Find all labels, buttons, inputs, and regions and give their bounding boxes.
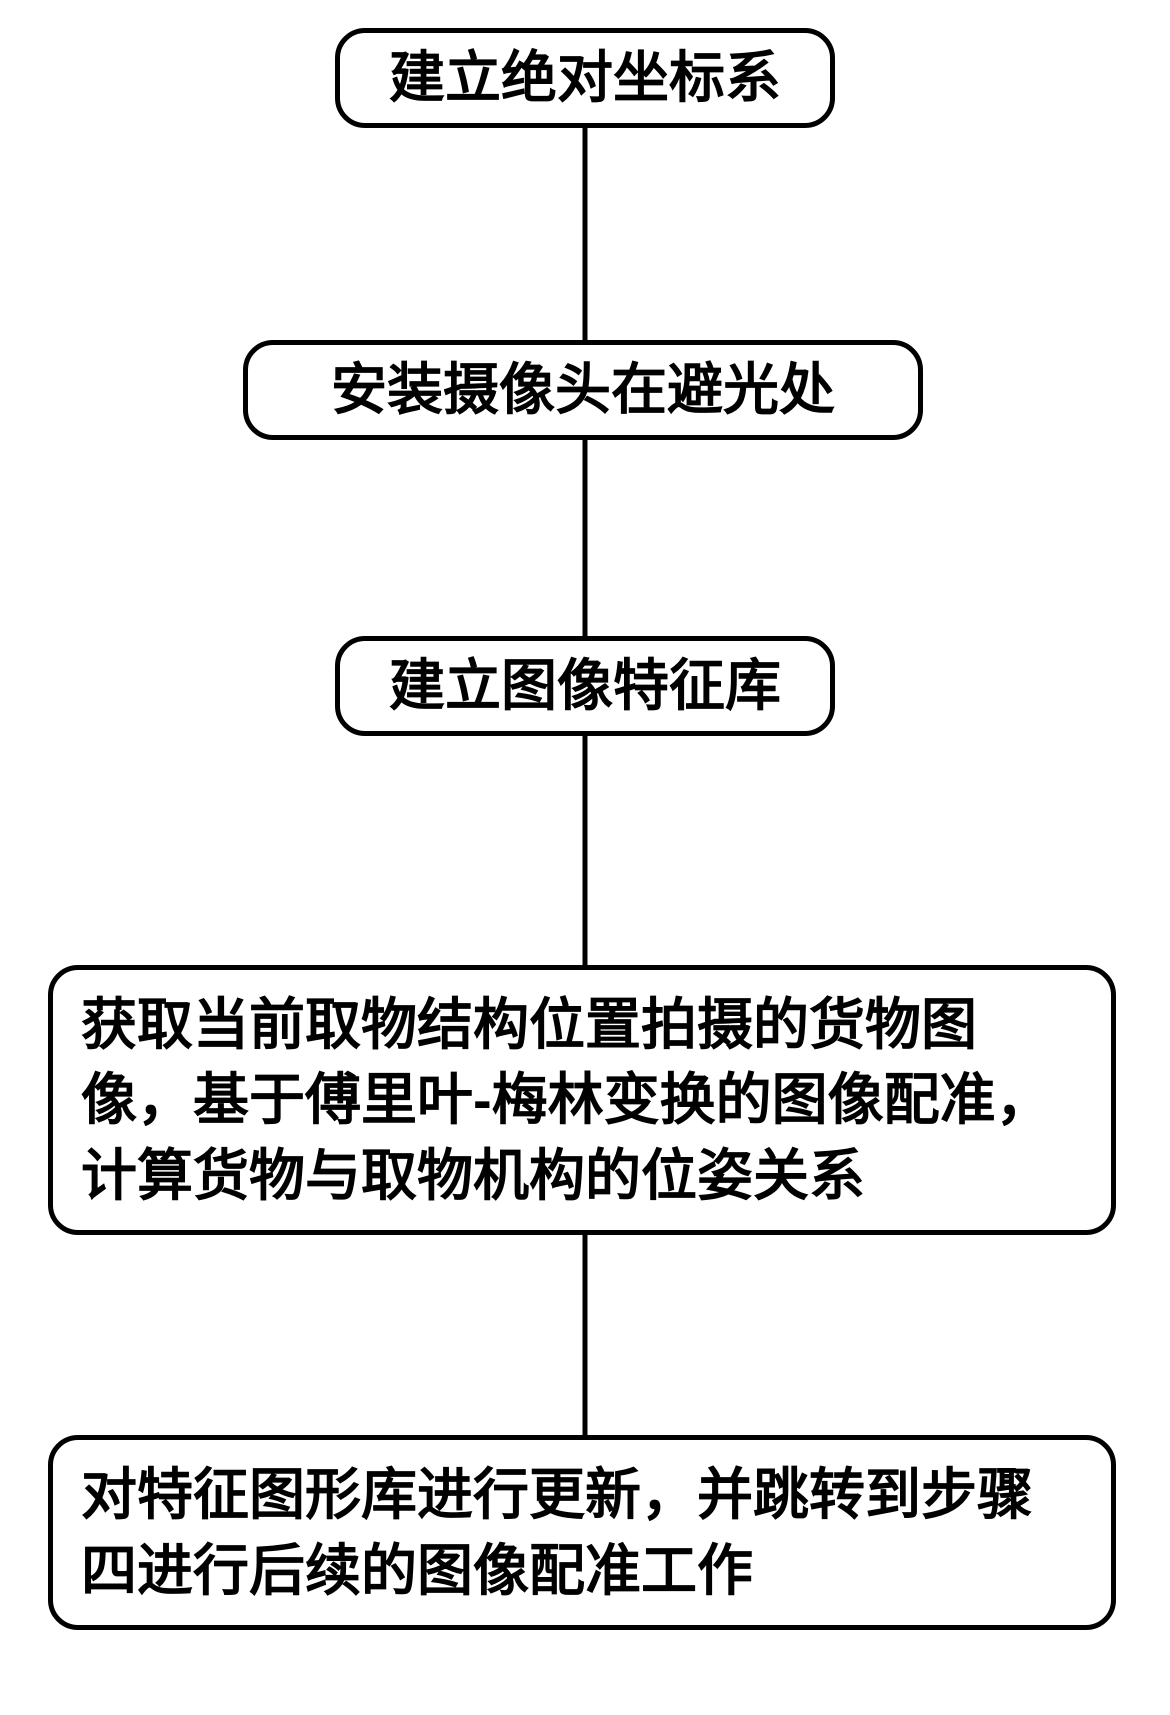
flowchart-node-3: 建立图像特征库 <box>335 636 835 736</box>
flowchart-node-1: 建立绝对坐标系 <box>335 28 835 128</box>
connector-4-5 <box>583 1235 588 1435</box>
flowchart-node-5: 对特征图形库进行更新，并跳转到步骤四进行后续的图像配准工作 <box>48 1435 1116 1630</box>
flowchart-node-4: 获取当前取物结构位置拍摄的货物图像，基于傅里叶-梅林变换的图像配准，计算货物与取… <box>48 965 1116 1235</box>
flowchart-node-2: 安装摄像头在避光处 <box>243 340 923 440</box>
flowchart-container: 建立绝对坐标系 安装摄像头在避光处 建立图像特征库 获取当前取物结构位置拍摄的货… <box>0 0 1170 1715</box>
connector-3-4 <box>583 736 588 965</box>
connector-2-3 <box>583 440 588 636</box>
node-5-label: 对特征图形库进行更新，并跳转到步骤四进行后续的图像配准工作 <box>81 1457 1083 1608</box>
connector-1-2 <box>583 128 588 340</box>
node-1-label: 建立绝对坐标系 <box>389 40 781 116</box>
node-4-label: 获取当前取物结构位置拍摄的货物图像，基于傅里叶-梅林变换的图像配准，计算货物与取… <box>81 987 1083 1214</box>
node-2-label: 安装摄像头在避光处 <box>331 352 835 428</box>
node-3-label: 建立图像特征库 <box>389 648 781 724</box>
